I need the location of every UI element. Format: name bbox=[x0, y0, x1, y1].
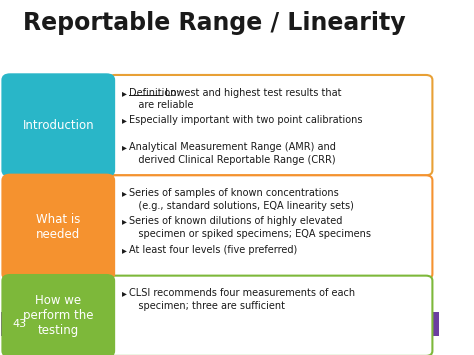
FancyBboxPatch shape bbox=[109, 275, 432, 355]
Text: Series of known dilutions of highly elevated: Series of known dilutions of highly elev… bbox=[129, 217, 343, 226]
Text: ▸: ▸ bbox=[122, 188, 127, 198]
Text: derived Clinical Reportable Range (CRR): derived Clinical Reportable Range (CRR) bbox=[129, 155, 336, 165]
Text: Especially important with two point calibrations: Especially important with two point cali… bbox=[129, 115, 363, 125]
FancyBboxPatch shape bbox=[1, 312, 439, 336]
Text: ▸: ▸ bbox=[122, 142, 127, 152]
Text: specimen; three are sufficient: specimen; three are sufficient bbox=[129, 301, 285, 311]
Text: Definition:: Definition: bbox=[129, 88, 180, 98]
Text: ▸: ▸ bbox=[122, 88, 127, 98]
Text: are reliable: are reliable bbox=[129, 100, 194, 110]
Text: ▸: ▸ bbox=[122, 115, 127, 125]
Text: specimen or spiked specimens; EQA specimens: specimen or spiked specimens; EQA specim… bbox=[129, 229, 371, 239]
FancyBboxPatch shape bbox=[109, 75, 432, 175]
Text: CLSI recommends four measurements of each: CLSI recommends four measurements of eac… bbox=[129, 288, 356, 298]
Text: Analytical Measurement Range (AMR) and: Analytical Measurement Range (AMR) and bbox=[129, 142, 336, 152]
Text: (e.g., standard solutions, EQA linearity sets): (e.g., standard solutions, EQA linearity… bbox=[129, 201, 354, 211]
Text: 43: 43 bbox=[12, 319, 27, 329]
Text: How we
perform the
testing: How we perform the testing bbox=[23, 294, 93, 337]
Text: Introduction: Introduction bbox=[22, 119, 94, 132]
Text: Series of samples of known concentrations: Series of samples of known concentration… bbox=[129, 188, 339, 198]
FancyBboxPatch shape bbox=[109, 175, 432, 279]
Text: What is
needed: What is needed bbox=[36, 213, 81, 241]
FancyBboxPatch shape bbox=[1, 274, 115, 355]
Text: ▸: ▸ bbox=[122, 245, 127, 255]
Text: ▸: ▸ bbox=[122, 288, 127, 298]
FancyBboxPatch shape bbox=[1, 73, 115, 177]
Text: Reportable Range / Linearity: Reportable Range / Linearity bbox=[23, 11, 406, 36]
Text: At least four levels (five preferred): At least four levels (five preferred) bbox=[129, 245, 297, 255]
Text: Lowest and highest test results that: Lowest and highest test results that bbox=[162, 88, 341, 98]
FancyBboxPatch shape bbox=[1, 174, 115, 281]
Text: ▸: ▸ bbox=[122, 217, 127, 226]
